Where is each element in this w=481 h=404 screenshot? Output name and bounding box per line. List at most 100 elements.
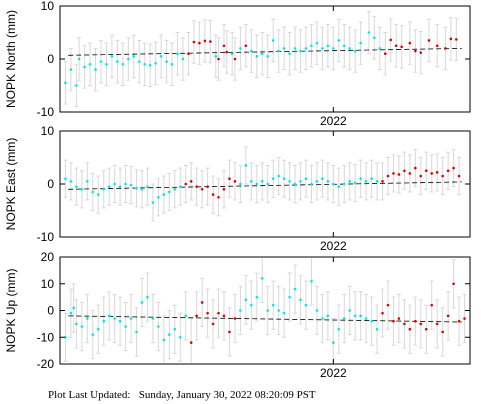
data-point-late <box>419 322 423 326</box>
data-point-late <box>424 327 428 331</box>
trend-line <box>68 181 462 190</box>
data-point-late <box>206 185 209 188</box>
data-point-early <box>260 180 264 183</box>
data-point-early <box>135 186 138 190</box>
data-point-early <box>121 63 125 66</box>
data-point-late <box>435 44 439 48</box>
data-point-early <box>165 60 168 63</box>
data-point-late <box>203 39 207 43</box>
data-point-late <box>400 45 403 49</box>
data-point-early <box>94 68 97 71</box>
data-point-late <box>222 188 226 191</box>
data-point-early <box>129 317 133 320</box>
data-point-early <box>266 309 270 312</box>
data-point-late <box>192 40 196 44</box>
trend-line <box>68 48 462 56</box>
footer: Plot Last Updated: Sunday, January 30, 2… <box>48 389 316 401</box>
data-point-late <box>233 180 237 183</box>
data-point-early <box>80 325 84 328</box>
y-tick-label: -10 <box>37 330 55 344</box>
data-point-late <box>222 44 226 48</box>
data-point-early <box>99 60 103 63</box>
data-point-early <box>64 81 67 85</box>
plot-frame-2 <box>59 130 471 238</box>
data-point-early <box>310 182 313 186</box>
data-point-early <box>277 309 280 312</box>
data-point-early <box>148 64 152 67</box>
data-point-early <box>277 174 280 178</box>
data-point-late <box>455 38 458 41</box>
data-point-late <box>200 188 204 191</box>
data-point-early <box>353 314 357 318</box>
data-point-early <box>373 36 376 40</box>
y-tick-label: 10 <box>41 0 55 13</box>
data-point-early <box>64 177 67 180</box>
plot-frame-3 <box>59 256 471 365</box>
data-point-late <box>389 38 393 42</box>
data-point-early <box>69 180 73 183</box>
data-point-late <box>414 49 417 53</box>
data-point-late <box>217 195 220 199</box>
data-point-early <box>342 182 346 186</box>
data-point-late <box>441 330 444 334</box>
data-point-late <box>452 282 455 286</box>
data-point-late <box>211 322 215 326</box>
data-point-early <box>337 327 341 331</box>
data-point-late <box>463 317 466 320</box>
data-point-late <box>392 319 395 323</box>
data-point-early <box>348 47 352 50</box>
y-axis-label: NOPK North (mm) <box>4 10 18 108</box>
data-point-late <box>225 50 229 54</box>
data-point-early <box>271 177 275 180</box>
data-point-late <box>233 57 237 61</box>
data-point-early <box>310 279 313 283</box>
data-point-early <box>113 182 116 186</box>
data-point-early <box>359 177 362 180</box>
data-point-early <box>288 295 291 299</box>
data-point-early <box>143 63 147 66</box>
data-point-early <box>244 164 248 167</box>
data-point-early <box>304 177 308 180</box>
data-point-early <box>75 185 78 188</box>
data-point-late <box>386 174 390 178</box>
data-point-early <box>326 44 330 48</box>
y-tick-label: 10 <box>41 277 55 291</box>
data-point-early <box>151 317 155 320</box>
data-point-early <box>282 47 286 50</box>
data-point-early <box>364 180 368 183</box>
data-point-early <box>271 39 275 42</box>
data-point-early <box>69 311 73 315</box>
data-point-early <box>288 52 291 55</box>
data-point-late <box>408 41 412 45</box>
y-axis-label: NOPK Up (mm) <box>4 268 18 352</box>
data-point-early <box>359 314 362 318</box>
data-point-early <box>129 183 133 187</box>
data-point-late <box>189 180 193 183</box>
data-point-early <box>315 309 319 312</box>
data-point-early <box>135 330 138 334</box>
data-point-early <box>118 185 122 188</box>
data-point-early <box>75 84 78 87</box>
data-point-early <box>159 55 163 58</box>
data-point-early <box>173 188 177 191</box>
data-point-late <box>222 314 226 318</box>
data-point-early <box>375 180 379 183</box>
data-point-early <box>250 49 253 53</box>
data-point-early <box>140 301 144 304</box>
data-point-early <box>124 325 127 328</box>
data-point-early <box>370 177 373 180</box>
footer-datetime: Sunday, January 30, 2022 08:20:09 PST <box>138 389 316 401</box>
data-point-late <box>424 169 428 173</box>
data-point-early <box>332 341 335 344</box>
data-point-late <box>430 303 434 307</box>
y-tick-label: 0 <box>47 52 54 66</box>
data-point-early <box>359 41 362 45</box>
data-point-early <box>304 303 308 307</box>
data-point-early <box>170 63 174 66</box>
data-point-early <box>375 327 379 331</box>
data-point-late <box>233 317 237 320</box>
data-point-early <box>157 325 160 328</box>
data-point-early <box>299 49 302 53</box>
x-tick-label: 2022 <box>320 366 347 380</box>
